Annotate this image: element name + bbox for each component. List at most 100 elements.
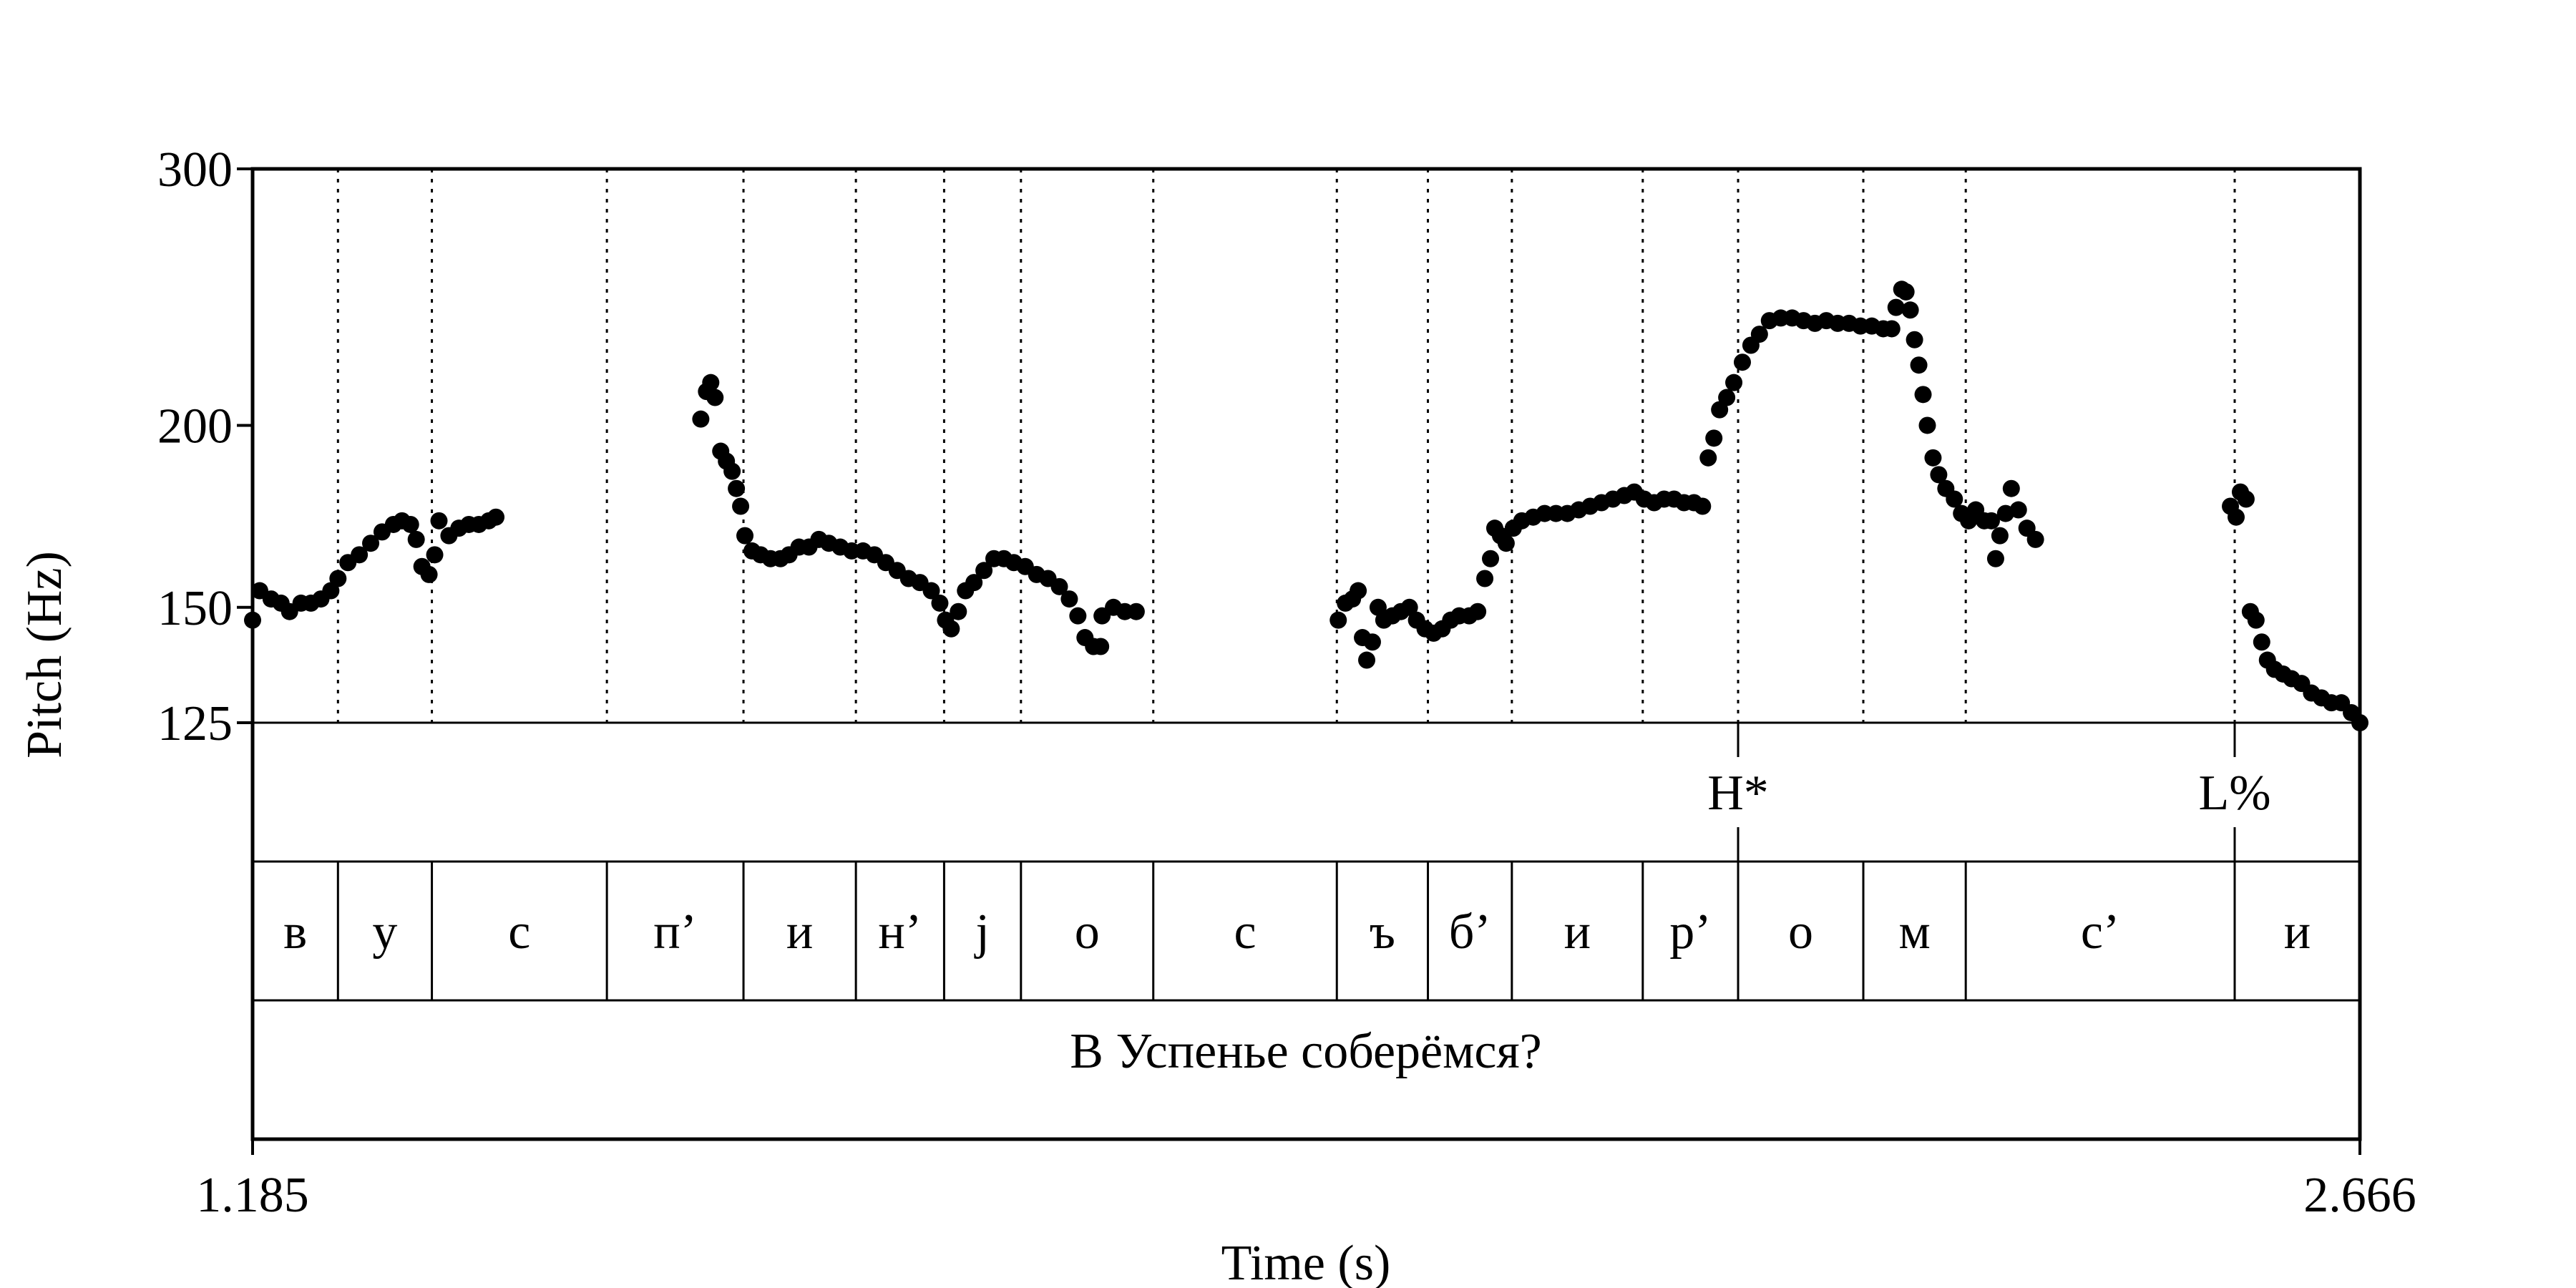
pitch-point: [1910, 356, 1928, 374]
pitch-point: [736, 527, 754, 545]
pitch-point: [1363, 633, 1381, 651]
pitch-point: [1946, 490, 1963, 508]
pitch-point: [1330, 611, 1347, 629]
pitch-point: [426, 546, 444, 564]
pitch-point: [1918, 416, 1936, 434]
pitch-point: [706, 389, 724, 406]
segment-label: j: [973, 904, 989, 960]
pitch-point: [1469, 602, 1487, 620]
pitch-point: [1887, 298, 1905, 316]
pitch-point: [420, 565, 438, 583]
segment-label: о: [1788, 904, 1813, 960]
pitch-point: [1092, 638, 1110, 655]
pitch-point: [1699, 449, 1717, 467]
pitch-point: [942, 620, 960, 638]
pitch-point: [975, 562, 993, 580]
y-tick-label: 150: [157, 581, 233, 636]
pitch-point: [1924, 449, 1942, 467]
x-axis-label: Time (s): [1221, 1236, 1391, 1288]
segment-label: и: [786, 904, 813, 960]
pitch-point: [407, 530, 425, 548]
segment-label: и: [1564, 904, 1591, 960]
pitch-point: [728, 479, 746, 497]
outer-frame: [250, 167, 2362, 1141]
segment-label: и: [2284, 904, 2311, 960]
y-tick-label: 125: [157, 696, 233, 751]
pitch-point: [1694, 497, 1712, 515]
segment-label: п’: [653, 904, 697, 960]
pitch-point: [1400, 598, 1418, 616]
x-tick-label-end: 2.666: [2303, 1168, 2416, 1223]
pitch-point: [1906, 331, 1923, 348]
pitch-point: [723, 462, 741, 480]
y-tick-label: 300: [157, 142, 233, 197]
pitch-point: [1986, 550, 2004, 567]
pitch-point: [1725, 374, 1743, 391]
y-axis-label: Pitch (Hz): [17, 551, 72, 758]
sentence-tier-label: В Успенье соберёмся?: [1070, 1024, 1541, 1079]
pitch-point: [2237, 490, 2255, 508]
pitch-point: [362, 535, 380, 552]
segment-tier-labels: в у с п’ и н’ j о с ъ б’ и р’ о м с’ и: [283, 904, 2311, 960]
tier-boundary-lines: [336, 723, 2236, 1000]
pitch-point: [692, 410, 710, 428]
segment-label: ъ: [1370, 904, 1395, 960]
pitch-point: [2009, 501, 2027, 519]
pitch-point: [1127, 602, 1145, 620]
pitch-point: [401, 515, 419, 533]
segment-label: р’: [1669, 904, 1711, 960]
pitch-point: [1050, 577, 1068, 595]
tone-tier-labels: H* L%: [1707, 766, 2270, 821]
segment-label: в: [283, 904, 307, 960]
y-tick-label: 200: [157, 399, 233, 454]
pitch-point: [1750, 326, 1768, 343]
plot-frames: [250, 167, 2362, 1141]
pitch-point: [950, 602, 967, 620]
pitch-point: [1476, 570, 1494, 587]
pitch-point: [922, 582, 940, 600]
pitch-point: [1991, 527, 2009, 545]
pitch-point: [1350, 582, 1367, 600]
segment-label: н’: [878, 904, 922, 960]
pitch-point: [1883, 320, 1901, 338]
pitch-point: [1497, 535, 1515, 552]
pitch-point: [1482, 550, 1500, 567]
segment-label: с’: [2081, 904, 2119, 960]
pitch-point: [351, 546, 369, 564]
pitch-point: [2253, 633, 2270, 651]
pitch-point: [1914, 386, 1932, 404]
segment-boundary-gridlines: [336, 169, 2236, 723]
pitch-point: [1705, 429, 1723, 447]
pitch-point: [1069, 607, 1087, 625]
pitch-point: [1897, 283, 1915, 301]
pitch-point: [1718, 389, 1736, 406]
pitch-point: [2002, 479, 2020, 497]
segment-label: у: [372, 904, 397, 960]
x-tick-label-start: 1.185: [196, 1168, 309, 1223]
pitch-point: [1930, 466, 1948, 484]
segment-label: с: [1234, 904, 1256, 960]
pitch-point: [1982, 512, 2000, 530]
pitch-point: [487, 508, 505, 526]
tone-label: L%: [2198, 766, 2270, 821]
tone-label: H*: [1707, 766, 1769, 821]
pitch-point: [2247, 611, 2265, 629]
pitch-point: [931, 594, 949, 612]
pitch-point: [702, 374, 720, 391]
pitch-points: [244, 280, 2368, 731]
pitch-point: [329, 570, 347, 587]
pitch-point: [1060, 590, 1078, 608]
y-axis: 300 200 150 125: [157, 142, 2361, 1155]
pitch-point: [965, 574, 983, 592]
pitch-point: [1901, 301, 1919, 319]
pitch-point: [1733, 353, 1751, 371]
segment-label: с: [508, 904, 530, 960]
pitch-point: [1358, 651, 1376, 669]
segment-label: о: [1075, 904, 1100, 960]
pitch-point: [2026, 530, 2044, 548]
segment-label: м: [1898, 904, 1930, 960]
pitch-point: [2227, 508, 2245, 526]
pitch-point: [732, 497, 750, 515]
segment-label: б’: [1449, 904, 1491, 960]
